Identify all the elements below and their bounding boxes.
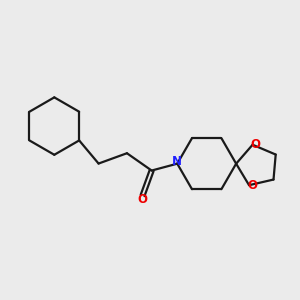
Text: O: O	[247, 179, 257, 192]
Text: O: O	[138, 194, 148, 206]
Text: N: N	[172, 155, 182, 168]
Text: O: O	[250, 138, 260, 151]
